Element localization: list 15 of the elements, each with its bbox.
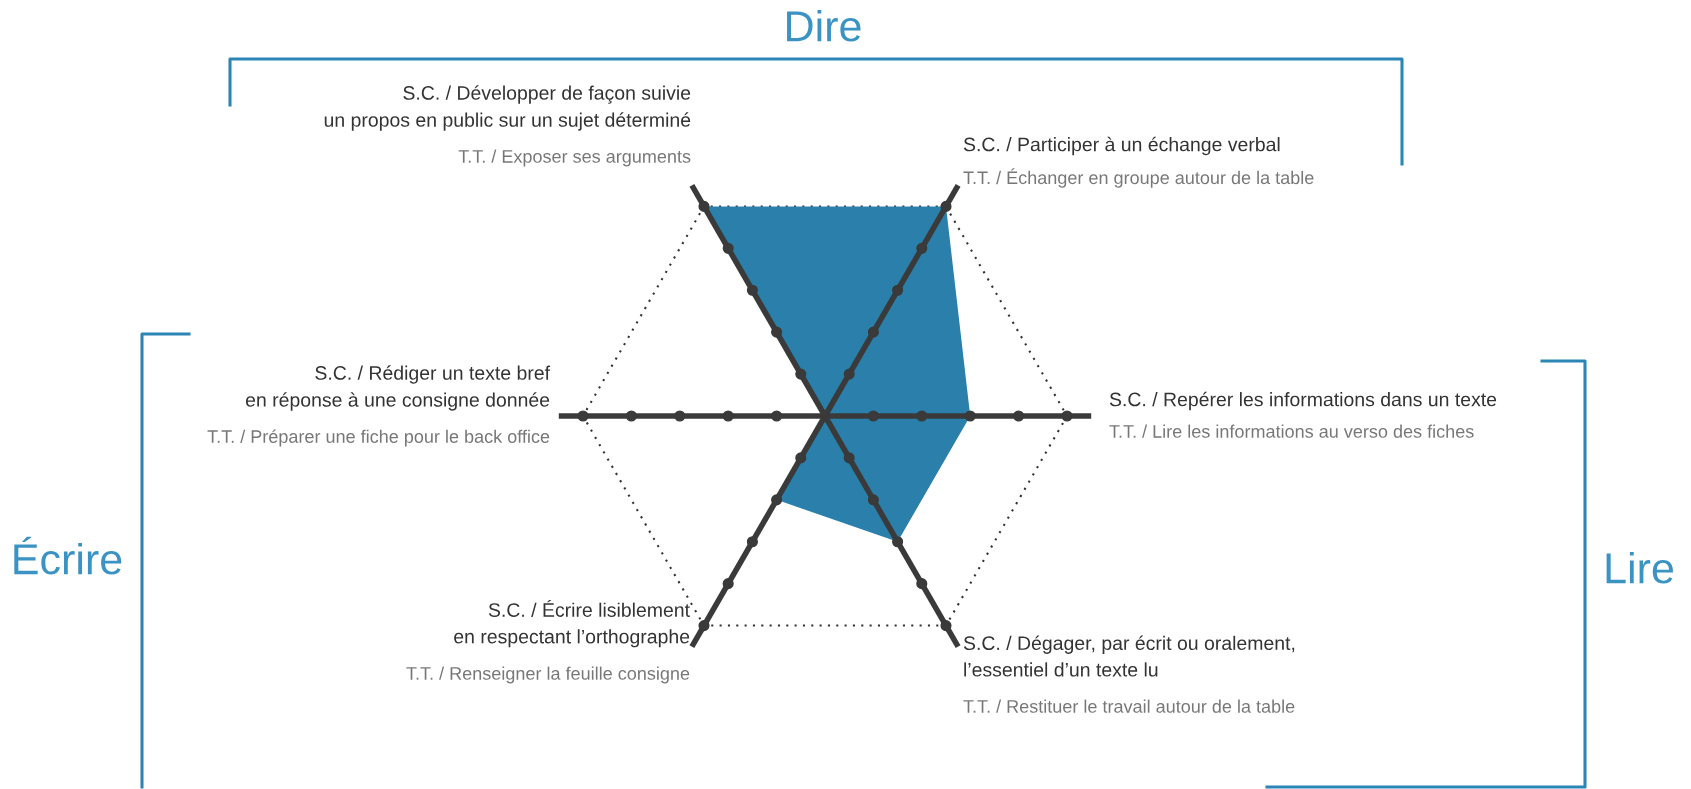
spoke-label: S.C. / Repérer les informations dans un texte — [1109, 391, 1497, 411]
text: T.T. / Renseigner la feuille consigne — [406, 666, 690, 684]
spoke-label: S.C. / Dégager, par écrit ou oralement, l’essentiel d’un texte lu — [963, 635, 1295, 677]
spoke-label: S.C. / Développer de façon suivie un propos en public sur un sujet déterminé — [324, 85, 691, 131]
text: Dire — [787, 9, 861, 42]
text: Écrire — [14, 536, 122, 575]
text: T.T. / Échanger en groupe autour de la table — [963, 168, 1314, 188]
text: T.T. / Préparer une fiche pour le back office — [207, 429, 550, 447]
text: T.T. / Restituer le travail autour de la table — [963, 699, 1295, 713]
text: T.T. / Lire les informations au verso des fiches — [1109, 424, 1474, 438]
spoke-label: S.C. / Rédiger un texte bref en réponse à une consigne donnée — [245, 365, 551, 411]
text: T.T. / Exposer ses arguments — [458, 149, 691, 167]
spoke-label: S.C. / Participer à un échange verbal — [963, 136, 1280, 156]
text: Lire — [1606, 551, 1673, 584]
spoke-label: S.C. / Écrire lisiblement en respectant l’orthographe — [454, 599, 690, 648]
